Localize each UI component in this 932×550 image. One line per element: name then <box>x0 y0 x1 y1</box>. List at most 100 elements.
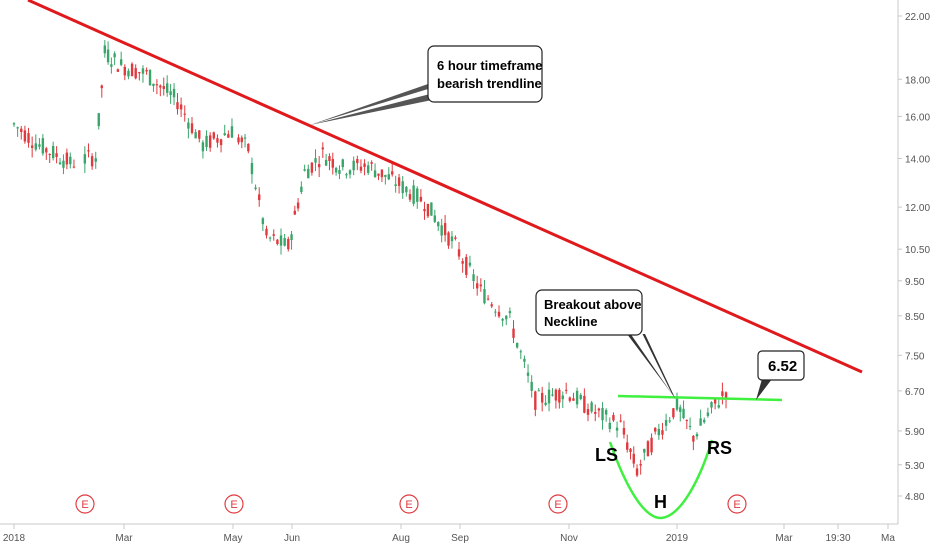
candle-body <box>454 237 457 239</box>
candle-body <box>544 402 547 405</box>
candle-body <box>300 186 303 193</box>
candle-body <box>583 395 586 413</box>
bearish-trendline <box>27 0 863 374</box>
candle-body <box>657 428 661 436</box>
candle-body <box>219 139 223 146</box>
candle-body <box>41 138 45 154</box>
candle-body <box>169 91 172 96</box>
candle-body <box>654 427 657 432</box>
earnings-event-letter: E <box>230 499 237 511</box>
candle-body <box>148 69 152 86</box>
candle-body <box>672 408 675 418</box>
trendline-label-line2: bearish trendline <box>437 76 542 91</box>
earnings-event-letter: E <box>81 499 88 511</box>
earnings-event-letter: E <box>733 499 740 511</box>
price-callout: 6.52 <box>756 350 805 400</box>
candle-layer <box>12 40 728 478</box>
candle-body <box>303 169 306 171</box>
candle-body <box>373 170 377 178</box>
candle-body <box>540 392 544 403</box>
candle-body <box>554 389 558 401</box>
candle-body <box>100 85 103 89</box>
candle-body <box>688 425 692 427</box>
candle-body <box>83 154 87 164</box>
candle-body <box>479 284 483 287</box>
candle-body <box>190 123 194 133</box>
candle-body <box>646 441 650 457</box>
candle-body <box>317 164 321 168</box>
candle-body <box>526 372 530 376</box>
candle-body <box>106 49 110 63</box>
candle-body <box>23 130 27 142</box>
candle-body <box>268 237 272 239</box>
candle-body <box>141 68 145 74</box>
candle-body <box>310 162 314 173</box>
candle-body <box>604 409 608 415</box>
y-tick-label: 8.50 <box>905 312 925 323</box>
candle-body <box>465 256 468 275</box>
price-callout-box <box>757 350 805 381</box>
candle-body <box>179 104 183 110</box>
candle-body <box>397 177 401 186</box>
breakout-callout-box <box>535 289 643 336</box>
candle-body <box>272 234 275 236</box>
candle-body <box>283 237 286 246</box>
x-tick-label: 19:30 <box>825 533 850 544</box>
earnings-event-marker[interactable] <box>75 494 95 514</box>
candle-body <box>172 88 176 98</box>
candle-body <box>94 158 97 162</box>
candle-body <box>69 156 72 165</box>
candle-body <box>692 435 695 442</box>
candle-body <box>639 464 642 466</box>
right-shoulder-label: RS <box>707 438 732 458</box>
candle-body <box>90 156 94 167</box>
candle-body <box>227 134 230 138</box>
price-axis: 22.00 18.00 16.00 14.00 12.00 10.50 9.50 8.50 7.… <box>898 12 930 503</box>
candle-body <box>622 427 626 435</box>
candle-body <box>612 415 615 421</box>
candle-body <box>472 274 475 282</box>
candle-body <box>341 159 344 168</box>
candle-body <box>328 156 331 162</box>
candle-body <box>483 289 486 304</box>
candle-body <box>145 69 148 72</box>
earnings-event-marker[interactable] <box>224 494 244 514</box>
candle-body <box>534 391 537 410</box>
candle-body <box>30 145 34 148</box>
candle-body <box>38 144 41 147</box>
candle-body <box>461 261 464 264</box>
earnings-event-marker[interactable] <box>727 494 747 514</box>
x-tick-label: Mar <box>775 533 793 544</box>
candle-body <box>345 174 348 176</box>
candle-body <box>194 132 197 139</box>
candle-body <box>387 174 390 180</box>
earnings-event-marker[interactable] <box>399 494 419 514</box>
y-tick-label: 9.50 <box>905 277 925 288</box>
candle-body <box>440 225 443 236</box>
breakout-callout: Breakout above Neckline <box>535 289 675 398</box>
candle-body <box>412 185 415 204</box>
candle-body <box>695 433 699 437</box>
candle-body <box>523 358 526 362</box>
candle-body <box>426 203 430 217</box>
candle-body <box>230 126 234 138</box>
candle-body <box>201 142 205 152</box>
candle-body <box>547 389 551 404</box>
earnings-event-marker[interactable] <box>548 494 568 514</box>
breakout-callout-pointer <box>627 334 675 398</box>
candle-body <box>198 130 201 139</box>
candle-body <box>568 397 572 401</box>
candle-body <box>334 167 338 173</box>
candle-body <box>408 194 412 200</box>
left-shoulder-label: LS <box>595 445 618 465</box>
candle-body <box>635 468 639 476</box>
candle-body <box>391 171 394 175</box>
candle-body <box>62 160 65 168</box>
candle-body <box>384 174 387 177</box>
candle-body <box>447 232 450 246</box>
candle-body <box>279 235 283 246</box>
candle-body <box>608 422 611 429</box>
candle-body <box>619 420 622 422</box>
candle-body <box>205 135 208 148</box>
candle-body <box>706 412 710 416</box>
